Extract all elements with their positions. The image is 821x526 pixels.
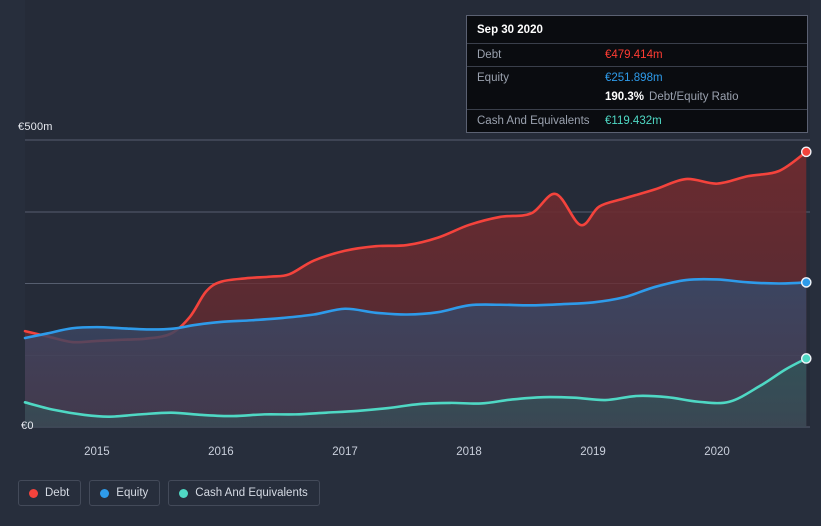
tooltip-row-label: Cash And Equivalents bbox=[477, 115, 590, 127]
tooltip-row-equity: Equity €251.898m bbox=[467, 66, 807, 89]
y-axis-label-zero: €0 bbox=[21, 420, 34, 432]
series-line-equity[interactable] bbox=[23, 277, 808, 340]
tooltip-row-label: Debt bbox=[477, 49, 502, 61]
legend-color-dot-icon bbox=[29, 488, 38, 498]
legend-color-dot-icon bbox=[179, 488, 189, 498]
tooltip-row-label: Equity bbox=[477, 72, 509, 84]
x-axis-tick-2018: 2018 bbox=[456, 446, 482, 458]
series-line-cash[interactable] bbox=[23, 357, 808, 418]
chart-tooltip: Sep 30 2020 Debt €479.414m Equity €251.898m… bbox=[466, 15, 808, 133]
tooltip-row-cash: Cash And Equivalents €119.432m bbox=[467, 109, 807, 132]
series-area-equity bbox=[25, 279, 807, 427]
legend-color-dot-icon bbox=[100, 488, 110, 498]
x-axis-tick-2017: 2017 bbox=[332, 446, 358, 458]
endpoint-marker-equity[interactable] bbox=[800, 277, 812, 288]
x-axis-tick-2020: 2020 bbox=[704, 446, 730, 458]
tooltip-row-debt: Debt €479.414m bbox=[467, 43, 807, 66]
endpoint-marker-cash[interactable] bbox=[800, 353, 812, 364]
x-axis: 2015 2016 2017 2018 2019 2020 bbox=[0, 446, 821, 464]
series-equity[interactable] bbox=[23, 277, 808, 427]
tooltip-ratio-label: Debt/Equity Ratio bbox=[649, 91, 739, 103]
series-cash[interactable] bbox=[23, 357, 808, 427]
tooltip-rows: Debt €479.414m Equity €251.898m 190.3% Debt/E… bbox=[467, 43, 807, 132]
series-area-cash bbox=[25, 358, 807, 427]
endpoint-markers bbox=[800, 146, 812, 364]
legend-item-equity[interactable]: Equity bbox=[89, 480, 161, 506]
tooltip-row-value: €119.432m bbox=[605, 115, 662, 127]
legend-item-label: Debt bbox=[45, 487, 70, 499]
tooltip-ratio-value: 190.3% bbox=[605, 91, 645, 103]
legend-item-debt[interactable]: Debt bbox=[18, 480, 82, 506]
y-axis-label-max: €500m bbox=[18, 121, 53, 133]
x-axis-tick-2016: 2016 bbox=[208, 446, 234, 458]
endpoint-marker-debt[interactable] bbox=[800, 146, 812, 158]
legend-item-label: Equity bbox=[116, 487, 149, 499]
legend-item-label: Cash And Equivalents bbox=[195, 487, 308, 499]
chart-legend[interactable]: Debt Equity Cash And Equivalents bbox=[18, 480, 320, 506]
x-axis-tick-2015: 2015 bbox=[84, 446, 110, 458]
tooltip-debt-equity-ratio: 190.3% Debt/Equity Ratio bbox=[467, 89, 807, 109]
tooltip-row-value: €479.414m bbox=[605, 49, 663, 61]
legend-item-cash-and-equivalents[interactable]: Cash And Equivalents bbox=[168, 480, 320, 506]
tooltip-date: Sep 30 2020 bbox=[477, 24, 543, 36]
tooltip-row-value: €251.898m bbox=[605, 72, 663, 84]
x-axis-tick-2019: 2019 bbox=[580, 446, 606, 458]
